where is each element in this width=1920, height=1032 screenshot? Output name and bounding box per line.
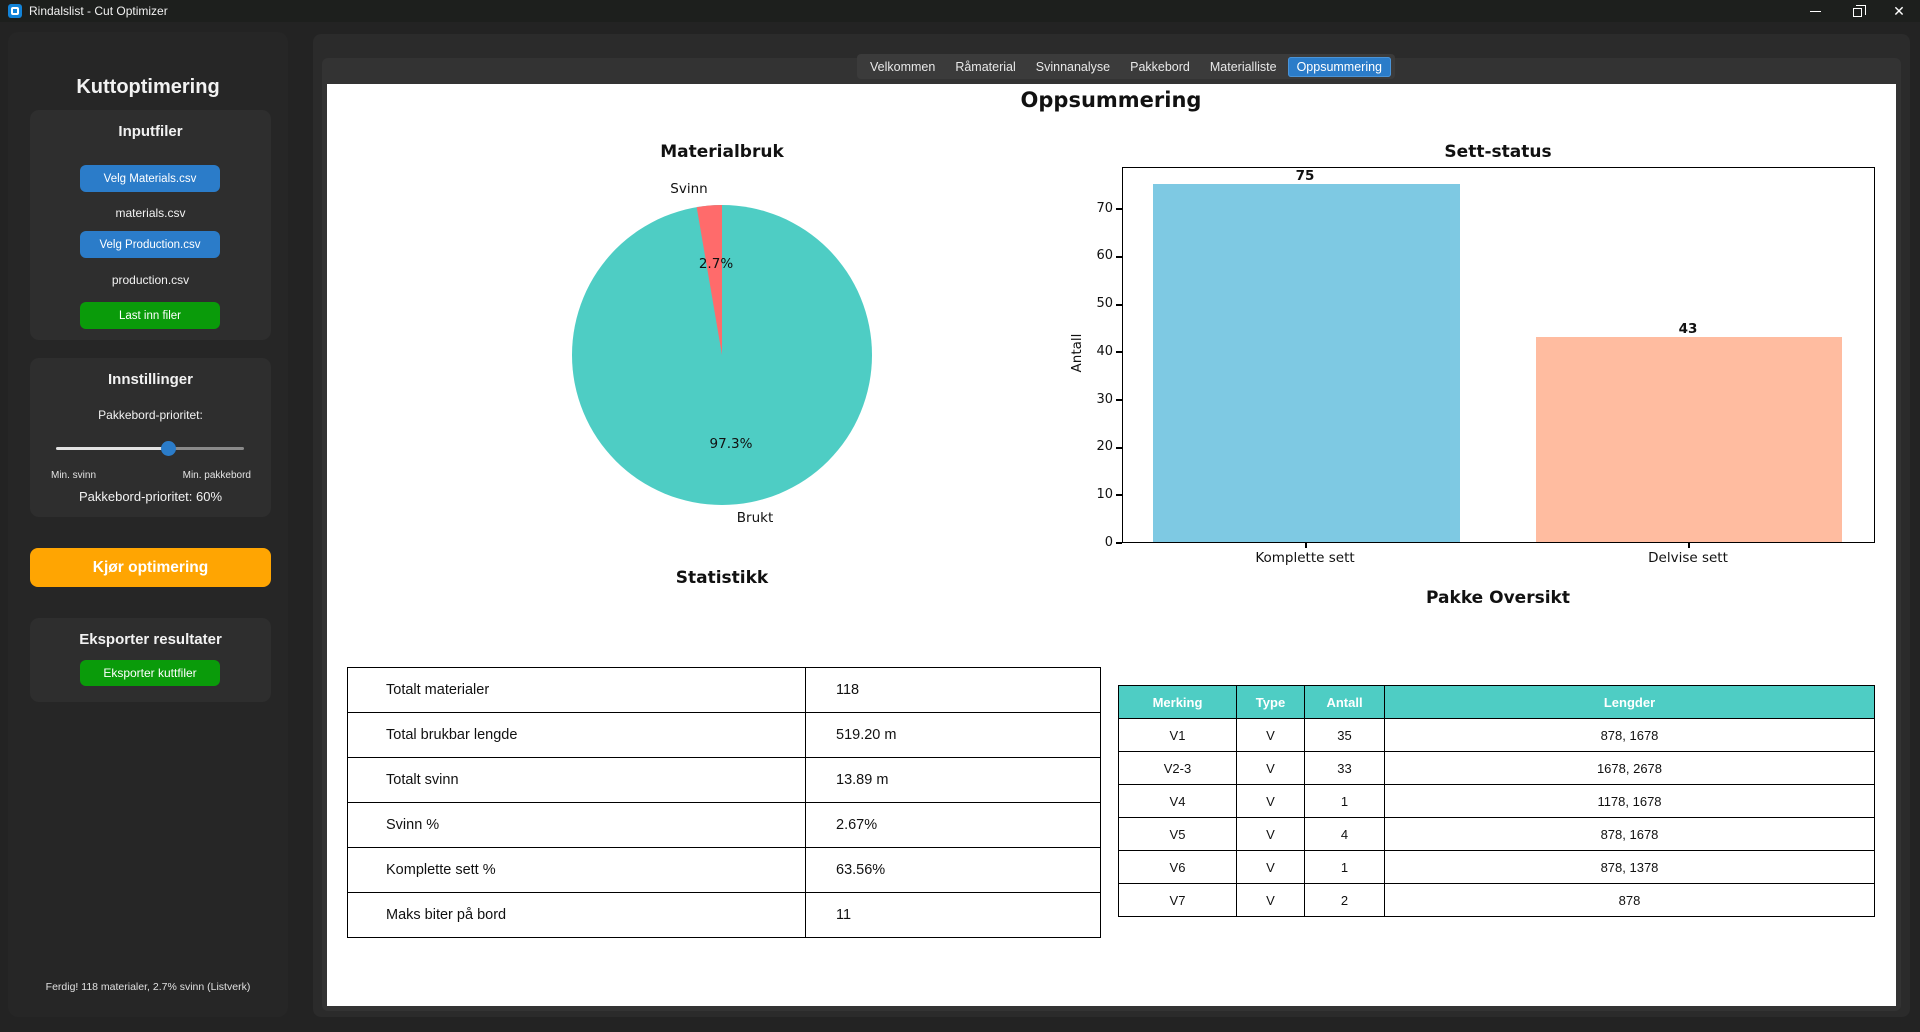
pakke-row: V7 V 2 878 <box>1118 883 1875 917</box>
pakke-row: V1 V 35 878, 1678 <box>1118 718 1875 752</box>
sidebar: Kuttoptimering Inputfiler Velg Materials… <box>8 32 288 1017</box>
input-files-card: Inputfiler Velg Materials.csv materials.… <box>30 110 271 340</box>
stats-row: Svinn % 2.67% <box>347 802 1101 848</box>
input-files-heading: Inputfiler <box>118 123 183 140</box>
settings-heading: Innstillinger <box>107 371 193 388</box>
pakke-header-row: Merking Type Antall Lengder <box>1118 685 1875 719</box>
y-tick: 40 <box>1096 344 1113 359</box>
y-tick: 60 <box>1096 248 1113 263</box>
pakke-row: V2-3 V 33 1678, 2678 <box>1118 751 1875 785</box>
close-button[interactable]: ✕ <box>1878 0 1920 22</box>
production-file-label: production.csv <box>111 273 190 287</box>
pakke-row: V6 V 1 878, 1378 <box>1118 850 1875 884</box>
select-production-button[interactable]: Velg Production.csv <box>80 231 220 258</box>
minimize-icon <box>1809 10 1821 12</box>
materials-file-label: materials.csv <box>115 206 186 220</box>
bar-value-label: 75 <box>1295 168 1315 184</box>
stats-row: Maks biter på bord 11 <box>347 892 1101 938</box>
pie-pct-brukt: 97.3% <box>709 436 753 452</box>
stats-row: Total brukbar lengde 519.20 m <box>347 712 1101 758</box>
pakke-table: Merking Type Antall Lengder V1 V 35 878, 16… <box>1118 685 1875 917</box>
stats-row: Totalt svinn 13.89 m <box>347 757 1101 803</box>
bar-value-label: 43 <box>1678 321 1698 337</box>
stats-label: Totalt materialer <box>347 667 806 713</box>
stats-value: 11 <box>805 892 1101 938</box>
priority-label: Pakkebord-prioritet: <box>98 408 203 422</box>
y-tick: 30 <box>1096 392 1113 407</box>
pakke-header: Lengder <box>1384 685 1875 719</box>
pie-label-svinn: Svinn <box>670 181 708 197</box>
stats-value: 2.67% <box>805 802 1101 848</box>
pie-chart-title: Materialbruk <box>660 142 784 162</box>
priority-slider-track[interactable] <box>56 447 244 450</box>
stats-label: Total brukbar lengde <box>347 712 806 758</box>
stats-label: Svinn % <box>347 802 806 848</box>
minimize-button[interactable] <box>1794 0 1836 22</box>
settings-card: Innstillinger Pakkebord-prioritet: Min. … <box>30 358 271 517</box>
export-card: Eksporter resultater Eksporter kuttfiler <box>30 618 271 702</box>
export-heading: Eksporter resultater <box>79 631 222 648</box>
set-status-bar-chart <box>1122 167 1875 543</box>
page-title: Oppsummering <box>1020 88 1202 112</box>
stats-value: 63.56% <box>805 847 1101 893</box>
sidebar-title: Kuttoptimering <box>76 76 220 98</box>
summary-content: Oppsummering Materialbruk Svinn 2.7% 97.… <box>327 84 1896 1006</box>
maximize-button[interactable] <box>1836 0 1878 22</box>
pakke-row: V5 V 4 878, 1678 <box>1118 817 1875 851</box>
priority-slider-thumb[interactable] <box>161 441 176 456</box>
pakke-header: Merking <box>1118 685 1237 719</box>
restore-icon <box>1852 4 1866 17</box>
min-pakkebord-label: Min. pakkebord <box>182 470 251 481</box>
stats-value: 118 <box>805 667 1101 713</box>
pakke-heading: Pakke Oversikt <box>1426 588 1570 608</box>
stats-row: Komplette sett % 63.56% <box>347 847 1101 893</box>
export-cutfiles-button[interactable]: Eksporter kuttfiler <box>80 660 220 686</box>
y-tick: 10 <box>1096 487 1113 502</box>
x-category-label: Komplette sett <box>1255 550 1355 566</box>
status-text: Ferdig! 118 materialer, 2.7% svinn (List… <box>45 981 251 993</box>
tab-svinnanalyse[interactable]: Svinnanalyse <box>1035 59 1111 74</box>
close-icon: ✕ <box>1893 3 1905 19</box>
y-tick: 50 <box>1096 296 1113 311</box>
pie-pct-svinn: 2.7% <box>698 256 734 272</box>
tab-velkommen[interactable]: Velkommen <box>870 59 936 74</box>
stats-label: Komplette sett % <box>347 847 806 893</box>
tab-materialliste[interactable]: Materialliste <box>1209 59 1277 74</box>
y-tick: 20 <box>1096 439 1113 454</box>
app-icon <box>8 4 22 18</box>
bar-komplette-sett <box>1153 184 1460 542</box>
window-controls: ✕ <box>1794 0 1920 22</box>
run-optimization-button[interactable]: Kjør optimering <box>30 548 271 587</box>
select-materials-button[interactable]: Velg Materials.csv <box>80 165 220 192</box>
y-tick: 0 <box>1104 535 1113 550</box>
pie-label-brukt: Brukt <box>736 510 774 526</box>
tab-bar: Velkommen Råmaterial Svinnanalyse Pakkeb… <box>857 54 1396 79</box>
pakke-row: V4 V 1 1178, 1678 <box>1118 784 1875 818</box>
pakke-header: Type <box>1236 685 1305 719</box>
x-category-label: Delvise sett <box>1648 550 1728 566</box>
bar-chart-title: Sett-status <box>1444 142 1552 162</box>
load-files-button[interactable]: Last inn filer <box>80 302 220 329</box>
titlebar: Rindalslist - Cut Optimizer ✕ <box>0 0 1920 22</box>
stats-label: Maks biter på bord <box>347 892 806 938</box>
priority-value-label: Pakkebord-prioritet: 60% <box>78 489 223 504</box>
stats-heading: Statistikk <box>675 568 769 588</box>
bar-delvise-sett <box>1536 337 1842 542</box>
stats-value: 519.20 m <box>805 712 1101 758</box>
stats-table: Totalt materialer 118 Total brukbar lengd… <box>347 667 1101 938</box>
stats-row: Totalt materialer 118 <box>347 667 1101 713</box>
material-usage-pie-chart <box>572 205 872 505</box>
stats-label: Totalt svinn <box>347 757 806 803</box>
y-tick: 70 <box>1096 201 1113 216</box>
tab-oppsummering[interactable]: Oppsummering <box>1287 56 1392 77</box>
pakke-header: Antall <box>1304 685 1385 719</box>
tab-ramaterial[interactable]: Råmaterial <box>955 59 1016 74</box>
tab-pakkebord[interactable]: Pakkebord <box>1130 59 1190 74</box>
stats-value: 13.89 m <box>805 757 1101 803</box>
min-svinn-label: Min. svinn <box>51 470 97 481</box>
window-title: Rindalslist - Cut Optimizer <box>29 4 168 18</box>
